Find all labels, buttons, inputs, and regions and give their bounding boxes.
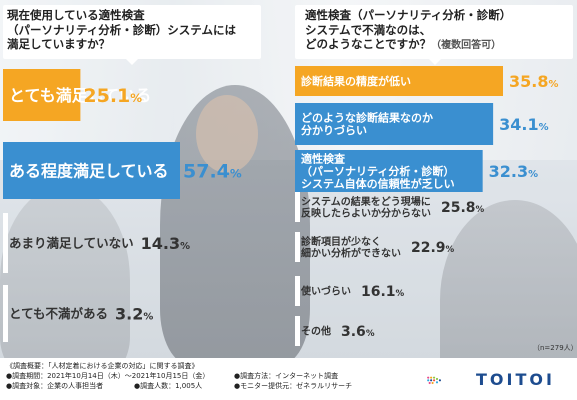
right-question-pointer xyxy=(428,58,442,65)
right-bar-value-3: 32.3% xyxy=(489,162,538,181)
left-bar-label-2: ある程度満足している xyxy=(9,161,169,180)
right-bar-label-3: 適性検査（パーソナリティ分析・診断）システム自体の信頼性が乏しい xyxy=(301,151,455,190)
right-question-box xyxy=(295,5,573,59)
left-bar-3 xyxy=(3,213,8,273)
logo-dot xyxy=(438,379,441,382)
survey-respondents: ●調査人数：1,005人 xyxy=(134,382,203,390)
right-bar-6 xyxy=(295,276,300,306)
logo-dot xyxy=(435,377,439,381)
right-bar-5 xyxy=(295,232,300,262)
left-bar-value-3: 14.3% xyxy=(141,234,190,253)
right-bar-value-4: 25.8% xyxy=(441,200,485,216)
logo-dot xyxy=(430,379,433,382)
right-bar-7 xyxy=(295,316,300,346)
survey-period: ●調査期間：2021年10月14日（木）〜2021年10月15日（金） xyxy=(6,372,210,380)
toitoi-logo-text: TOITOI xyxy=(476,370,555,389)
survey-method: ●調査方法：インターネット調査 xyxy=(234,372,339,380)
right-bar-chart: 診断結果の精度が低い 35.8% どのような診断結果なのか分かりづらい 34.1% 適性… xyxy=(295,66,559,346)
survey-title: 《調査概要：「人材定着における企業の対応」に関する調査》 xyxy=(6,362,199,370)
right-bar-2 xyxy=(295,103,494,145)
left-bar-1 xyxy=(3,69,81,121)
left-question-pointer xyxy=(125,58,139,65)
logo-dot xyxy=(428,381,431,385)
left-bar-4 xyxy=(3,285,8,342)
right-bar-label-5: 診断項目が少なく細かい分析ができない xyxy=(301,235,401,260)
right-question-title: 適性検査（パーソナリティ分析・診断） システムで不満なのは、 どのようなことです… xyxy=(305,8,512,51)
left-bar-2 xyxy=(3,142,180,199)
right-bar-value-5: 22.9% xyxy=(411,240,455,256)
right-bar-label-1: 診断結果の精度が低い xyxy=(301,74,411,88)
logo-dot xyxy=(431,381,434,385)
left-bar-label-4: とても不満がある xyxy=(9,306,108,321)
right-bar-value-6: 16.1% xyxy=(361,284,405,300)
right-bar-label-6: 使いづらい xyxy=(300,285,351,298)
logo-dot xyxy=(427,379,430,382)
survey-provider: ●モニター提供元：ゼネラルリサーチ xyxy=(234,382,353,390)
survey-target: ●調査対象：企業の人事担当者 xyxy=(6,382,104,390)
footer xyxy=(0,358,577,400)
right-question-note: （複数回答可） xyxy=(431,40,502,51)
left-bar-value-2: 57.4% xyxy=(183,160,242,182)
left-bar-label-1: とても満足している xyxy=(9,86,151,105)
right-bar-3 xyxy=(295,150,483,192)
logo-dot xyxy=(433,379,436,382)
sample-size: （n=279人） xyxy=(533,344,577,352)
right-bar-1 xyxy=(295,66,503,96)
logo-dot xyxy=(430,376,433,379)
left-bar-value-1: 25.1% xyxy=(83,85,142,107)
toitoi-logo-mark xyxy=(427,376,441,385)
left-bar-label-3: あまり満足していない xyxy=(9,236,134,251)
right-bar-value-1: 35.8% xyxy=(509,72,558,91)
logo-dot xyxy=(435,381,439,384)
right-bar-label-7: その他 xyxy=(301,325,331,338)
right-bar-4 xyxy=(295,192,300,222)
left-question-title: 現在使用している適性検査 （パーソナリティ分析・診断）システムには 満足していま… xyxy=(7,8,236,51)
right-bar-value-2: 34.1% xyxy=(499,115,548,134)
right-bar-value-7: 3.6% xyxy=(341,324,375,340)
logo-dot xyxy=(433,376,436,379)
right-bar-label-4: システムの結果をどう現場に反映したらよいか分からない xyxy=(301,195,431,220)
right-bar-label-2: どのような診断結果なのか分かりづらい xyxy=(301,111,433,138)
left-question-box xyxy=(3,5,261,59)
logo-dot xyxy=(427,376,430,379)
